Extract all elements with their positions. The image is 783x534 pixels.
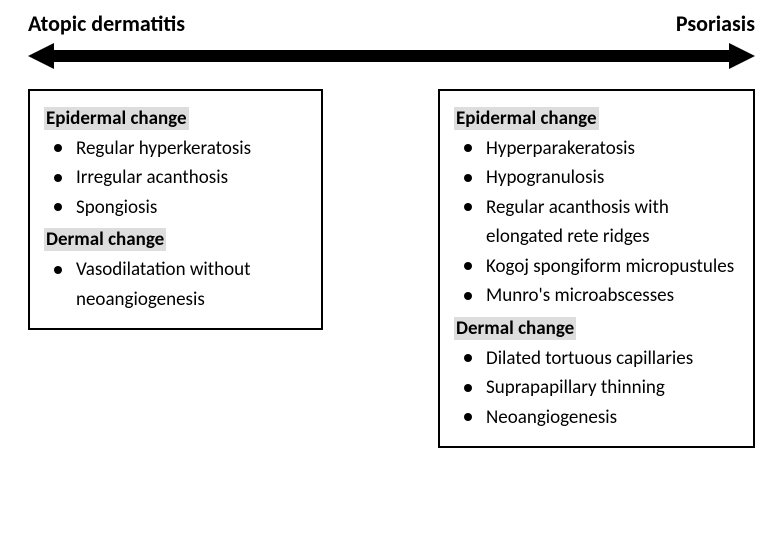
list-item: Spongiosis	[50, 193, 307, 222]
list-item: Hypogranulosis	[460, 163, 739, 192]
list-item: Hyperparakeratosis	[460, 134, 739, 163]
list-item: Dilated tortuous capillaries	[460, 344, 739, 373]
list-item: Regular acanthosis with elongated rete r…	[460, 193, 739, 252]
diagram-container: Atopic dermatitis Psoriasis Epidermal ch…	[0, 0, 783, 534]
item-list: Vasodilatation without neoangiogenesis	[44, 255, 307, 314]
list-item: Munro's microabscesses	[460, 281, 739, 310]
item-list: Dilated tortuous capillaries Suprapapill…	[454, 344, 739, 432]
list-item: Suprapapillary thinning	[460, 373, 739, 402]
list-item: Kogoj spongiform micropustules	[460, 252, 739, 281]
header-row: Atopic dermatitis Psoriasis	[28, 10, 755, 37]
section-heading: Dermal change	[44, 228, 166, 251]
list-item: Neoangiogenesis	[460, 403, 739, 432]
item-list: Hyperparakeratosis Hypogranulosis Regula…	[454, 134, 739, 311]
right-condition-title: Psoriasis	[676, 10, 755, 37]
section-heading: Epidermal change	[454, 107, 599, 130]
section-heading: Dermal change	[454, 317, 576, 340]
left-panel: Epidermal change Regular hyperkeratosis …	[28, 89, 323, 330]
right-panel: Epidermal change Hyperparakeratosis Hypo…	[438, 89, 755, 448]
list-item: Vasodilatation without neoangiogenesis	[50, 255, 307, 314]
list-item: Regular hyperkeratosis	[50, 134, 307, 163]
left-condition-title: Atopic dermatitis	[28, 10, 185, 37]
spectrum-arrow	[28, 41, 755, 71]
panels-row: Epidermal change Regular hyperkeratosis …	[28, 89, 755, 448]
double-arrow-icon	[28, 41, 755, 71]
list-item: Irregular acanthosis	[50, 163, 307, 192]
item-list: Regular hyperkeratosis Irregular acantho…	[44, 134, 307, 222]
section-heading: Epidermal change	[44, 107, 189, 130]
